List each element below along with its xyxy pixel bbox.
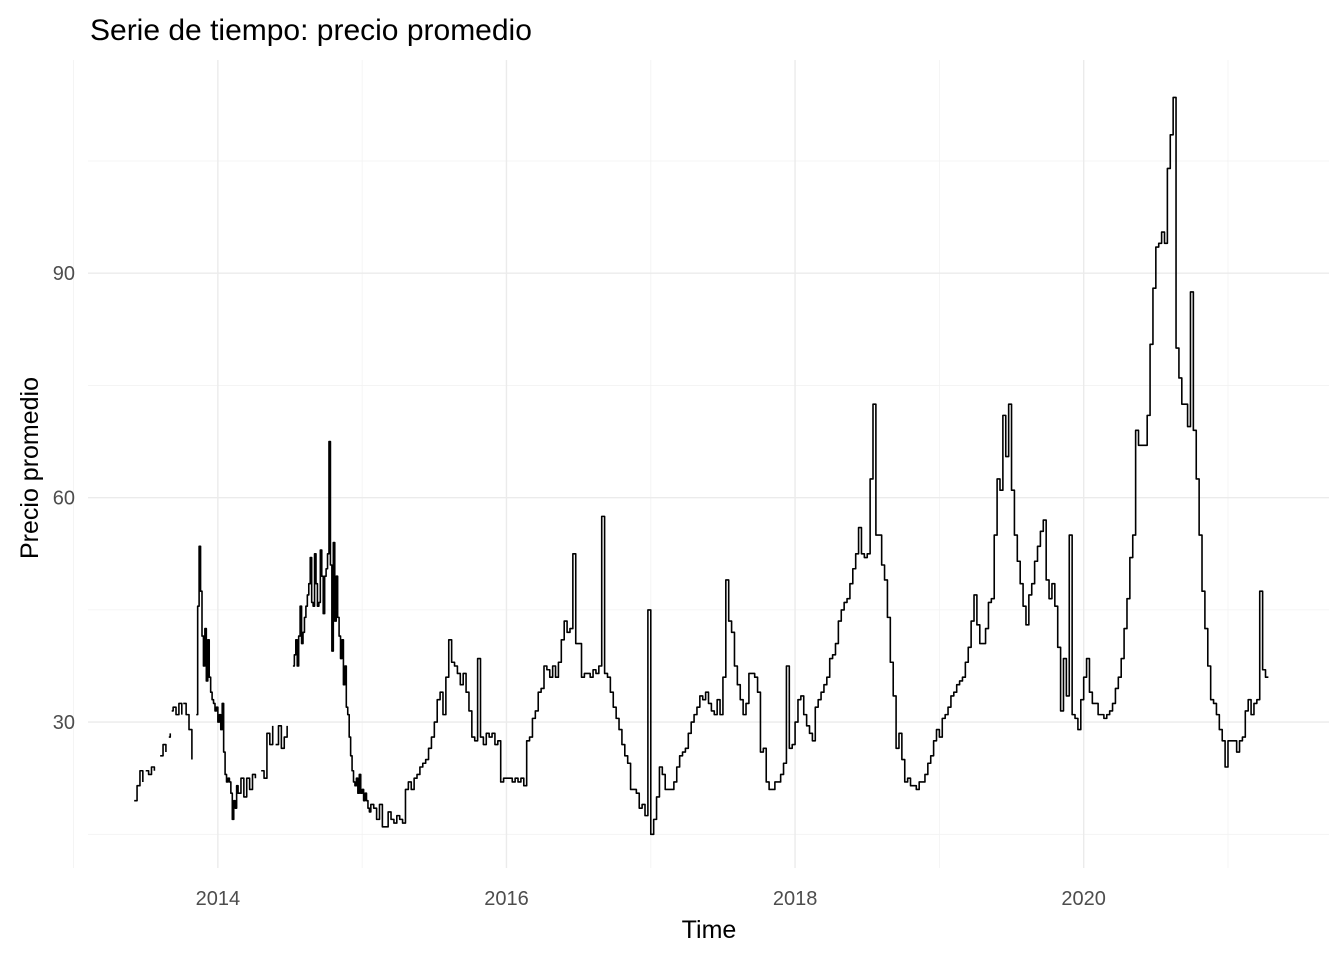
y-tick-label: 60 <box>53 488 75 510</box>
x-axis-title: Time <box>682 916 737 944</box>
series-lines <box>134 96 1269 836</box>
y-tick-label: 90 <box>53 263 75 285</box>
y-axis-title: Precio promedio <box>16 377 44 559</box>
series-line-segment <box>292 96 1269 836</box>
series-line-segment <box>171 702 183 716</box>
series-line-segment <box>261 725 274 780</box>
series-line-segment <box>183 702 193 760</box>
y-axis-ticks: 30 60 90 <box>53 263 75 734</box>
x-tick-label: 2018 <box>773 888 818 910</box>
series-line-segment <box>196 545 257 821</box>
series-line-segment <box>160 743 167 757</box>
series-line-segment <box>168 733 172 738</box>
x-tick-label: 2020 <box>1061 888 1106 910</box>
x-tick-label: 2016 <box>484 888 529 910</box>
y-tick-label: 30 <box>53 712 75 734</box>
series-line-segment <box>145 766 156 776</box>
series-line-segment <box>134 769 144 802</box>
series-line-segment <box>275 725 288 750</box>
x-axis-ticks: 2014 2016 2018 2020 <box>196 888 1106 910</box>
x-tick-label: 2014 <box>196 888 241 910</box>
chart-title: Serie de tiempo: precio promedio <box>90 14 532 47</box>
gridlines <box>73 60 1329 868</box>
